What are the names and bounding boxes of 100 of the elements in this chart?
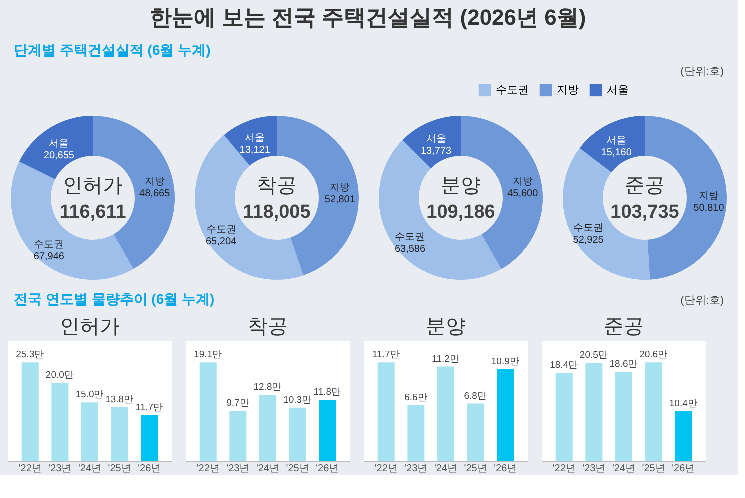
bar: [289, 408, 306, 461]
text: 준공: [625, 175, 665, 197]
data-label: 11.7만: [372, 350, 400, 361]
slice-label: 수도권: [206, 224, 236, 236]
data-label: 25.3만: [16, 350, 45, 361]
legend-label: 수도권: [496, 84, 529, 96]
data-label: 15,160: [601, 148, 632, 159]
bar: [556, 373, 573, 461]
data-label: 11.7만: [136, 402, 164, 414]
bar: [22, 362, 39, 461]
slice-label: 지방: [330, 182, 350, 194]
data-label: 65,204: [206, 236, 238, 248]
data-label: 13.8만: [106, 394, 134, 406]
bar: [200, 362, 217, 461]
x-tick-label: '24년: [612, 464, 636, 474]
x-tick-label: '22년: [196, 464, 220, 474]
x-tick-label: '23년: [48, 464, 72, 474]
data-label: 13,121: [240, 144, 271, 156]
data-label: 52,925: [573, 235, 604, 246]
x-tick-label: '23년: [582, 464, 606, 474]
data-label: 12.8만: [254, 382, 282, 394]
slice-label: 지방: [144, 176, 165, 188]
data-label: 52,801: [324, 194, 356, 206]
x-tick-label: '25년: [642, 464, 666, 474]
bar: [378, 362, 395, 461]
chart-title: 준공: [604, 316, 644, 338]
text: 103,735: [610, 202, 680, 223]
chart-title: 착공: [248, 316, 288, 338]
bar: [438, 366, 454, 461]
data-label: 45,600: [508, 188, 539, 200]
legend-label: 지방: [557, 84, 579, 96]
x-tick-label: '26년: [316, 464, 340, 474]
slice-label: 수도권: [574, 223, 604, 234]
data-label: 20,655: [44, 150, 75, 162]
data-label: 18.4만: [550, 360, 579, 372]
text: (단위:호): [680, 66, 724, 78]
x-tick-label: '24년: [256, 464, 280, 474]
text: 인허가: [63, 175, 123, 197]
x-tick-label: '22년: [374, 464, 398, 474]
slice-label: 서울: [606, 136, 627, 147]
data-label: 10.4만: [669, 398, 698, 410]
bar: [645, 362, 662, 461]
slice-label: 서울: [49, 138, 70, 150]
x-tick-label: '22년: [18, 464, 42, 474]
data-label: 10.3만: [284, 394, 312, 406]
slice-label: 지방: [698, 190, 719, 202]
data-label: 67,946: [34, 252, 65, 263]
x-tick-label: '25년: [108, 464, 132, 474]
chart-title: 인허가: [60, 316, 120, 338]
text: 118,005: [243, 202, 312, 223]
data-label: 15.0만: [76, 390, 104, 401]
bar: [52, 383, 69, 461]
chart-title: 분양: [426, 316, 466, 338]
data-label: 20.0만: [46, 370, 74, 382]
bar: [82, 402, 98, 461]
data-label: 9.7만: [226, 398, 250, 410]
legend-label: 서울: [607, 84, 629, 96]
data-label: 11.2만: [432, 354, 460, 365]
bar: [230, 411, 247, 461]
bar: [260, 395, 276, 461]
bar: [586, 363, 603, 461]
bar: [141, 415, 158, 461]
slice-label: 지방: [512, 176, 533, 188]
x-tick-label: '23년: [404, 464, 428, 474]
data-label: 20.5만: [580, 350, 608, 362]
data-label: 10.9만: [491, 356, 520, 368]
data-label: 19.1만: [194, 350, 223, 361]
data-label: 6.6만: [404, 392, 428, 404]
x-tick-label: '24년: [434, 464, 458, 474]
x-tick-label: '25년: [464, 464, 488, 474]
x-tick-label: '26년: [672, 464, 696, 474]
data-label: 50,810: [694, 202, 725, 214]
x-tick-label: '22년: [552, 464, 576, 474]
slice-label: 서울: [245, 132, 266, 144]
data-label: 18.6만: [610, 359, 638, 370]
text: 전국 연도별 물량추이 (6월 누계): [14, 291, 215, 307]
data-label: 48,665: [140, 188, 171, 200]
text: 116,611: [60, 202, 127, 223]
slice-label: 수도권: [395, 232, 426, 243]
x-tick-label: '24년: [78, 464, 102, 474]
bar: [675, 411, 692, 461]
data-label: 20.6만: [640, 350, 668, 361]
bar: [467, 404, 484, 461]
text: 착공: [257, 175, 297, 197]
bar: [497, 369, 514, 461]
text: 한눈에 보는 전국 주택건설실적 (2026년 6월): [150, 5, 586, 30]
data-label: 13,773: [421, 146, 452, 157]
x-tick-label: '26년: [138, 464, 162, 474]
bar: [616, 372, 632, 461]
text: 109,186: [426, 202, 496, 223]
bar: [408, 405, 425, 461]
bar: [319, 400, 336, 461]
text: 단계별 주택건설실적 (6월 누계): [14, 42, 211, 58]
slice-label: 서울: [426, 134, 446, 145]
data-label: 6.8만: [464, 390, 488, 402]
x-tick-label: '25년: [286, 464, 310, 474]
bar: [111, 407, 128, 461]
x-tick-label: '23년: [226, 464, 250, 474]
data-label: 63,586: [394, 244, 426, 255]
x-tick-label: '26년: [494, 464, 518, 474]
